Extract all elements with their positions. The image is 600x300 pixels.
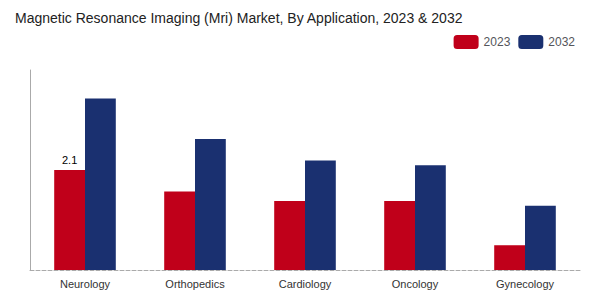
svg-text:Neurology: Neurology	[60, 278, 111, 290]
svg-text:Gynecology: Gynecology	[496, 278, 555, 290]
svg-text:Cardiology: Cardiology	[279, 278, 332, 290]
svg-text:Oncology: Oncology	[392, 278, 439, 290]
svg-text:2.1: 2.1	[62, 154, 77, 166]
svg-text:2023: 2023	[484, 35, 511, 49]
svg-text:2032: 2032	[548, 35, 575, 49]
svg-text:Orthopedics: Orthopedics	[165, 278, 225, 290]
svg-text:Magnetic Resonance Imaging (Mr: Magnetic Resonance Imaging (Mri) Market,…	[15, 10, 463, 26]
